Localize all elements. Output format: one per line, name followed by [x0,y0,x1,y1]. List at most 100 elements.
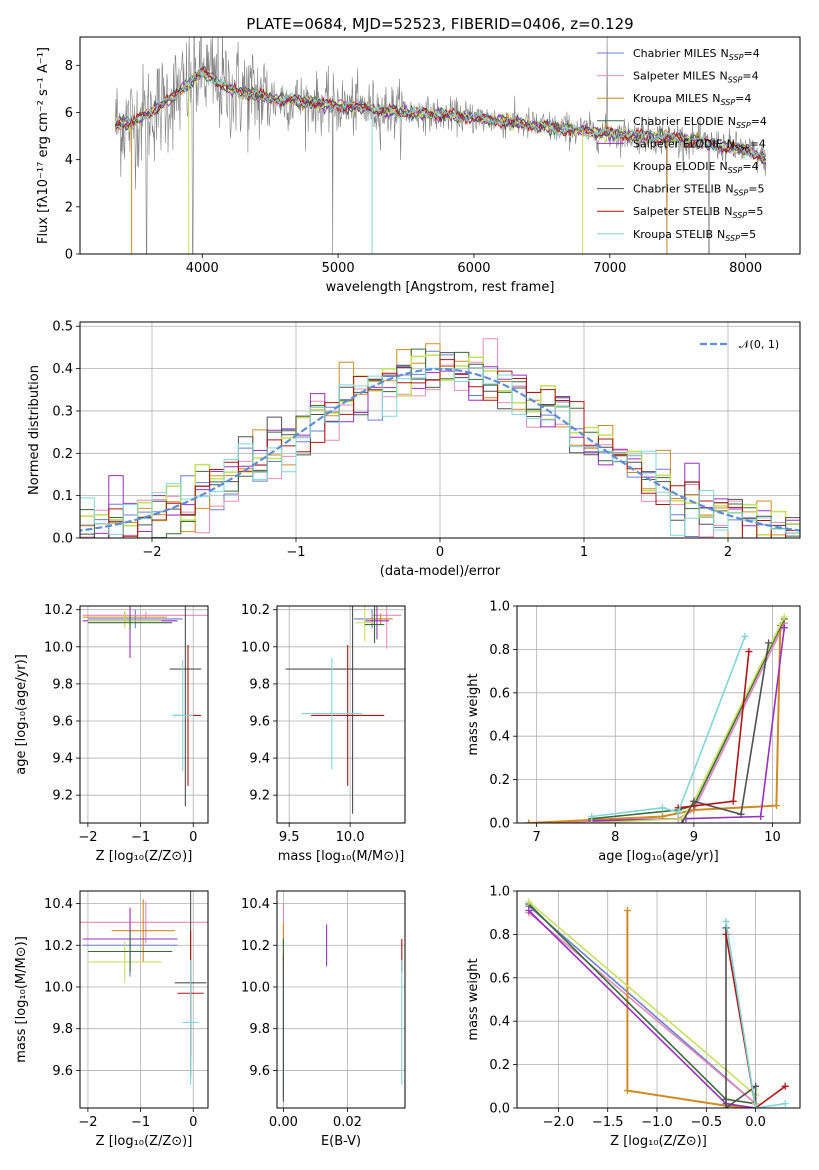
model-line-kroupa-stelib [115,66,767,159]
errorbar-kroupa-miles [111,899,175,962]
age-vs-metallicity-panel: −2 −1 0 9.2 9.4 9.6 9.8 10.0 10.2 Z [log₁₀(Z/Z⊙)]… [14,603,209,864]
legend-nssp: N [725,183,733,196]
axes-frame [276,605,406,824]
x-tick-label: 8 [611,830,619,845]
weight-marker [780,613,788,621]
y-tick-label: 10.0 [44,980,73,995]
weight-marker [623,907,631,915]
x-tick-label: −2 [78,830,97,845]
y-tick-label: 0.6 [489,686,510,701]
x-tick-label: 5000 [322,261,355,276]
legend-nssp: N [727,137,735,150]
axes-frame [516,605,801,824]
x-tick-label: 0 [436,545,444,560]
x-tick-label: 0.0 [745,1115,766,1130]
histogram-chabrier-elodie [80,348,800,538]
weight-line-kroupa-miles [528,625,782,823]
legend-entry-salpeter-elodie: Salpeter ELODIE NSSP=4 [633,137,766,152]
y-tick-label: 9.8 [249,1022,270,1037]
legend-name: Chabrier MILES [633,47,717,60]
errorbar-chabrier-elodie [87,930,173,973]
x-axis-label: Z [log₁₀(Z/Z⊙)] [96,1134,193,1149]
y-tick-label: 9.8 [52,677,73,692]
legend-nssp-value: =5 [747,205,763,218]
weight-marker [690,797,698,805]
errorbar-chabrier-elodie [87,615,173,631]
y-tick-label: 0.3 [52,404,73,419]
y-tick-label: 0.0 [489,817,510,832]
legend-nssp-sub: SSP [725,234,740,243]
legend-nssp-value: =4 [742,160,758,173]
y-tick-label: 4 [65,153,73,168]
y-tick-label: 0.4 [489,1015,510,1030]
y-tick-label: 1.0 [489,600,510,615]
y-tick-label: 9.4 [249,752,270,767]
axes-frame [516,890,801,1109]
legend-nssp: N [719,160,727,173]
x-tick-label: 7000 [593,261,626,276]
legend-nssp: N [719,70,727,83]
x-tick-label: 2 [724,545,732,560]
y-axis-label: mass weight [466,673,481,755]
axes-frame [79,605,209,824]
x-tick-label: −1 [131,1115,150,1130]
plot-area [80,338,800,538]
errorbar-kroupa-stelib [182,959,199,1086]
y-tick-label: 10.4 [241,897,270,912]
legend-nssp-value: =4 [751,115,767,128]
legend-name: Salpeter ELODIE [633,137,723,150]
legend-nssp: N [721,47,729,60]
residuals-histogram-panel: −2 −1 0 1 2 0.0 0.1 0.2 0.3 0.4 0.5 (data-model)/er… [27,320,801,579]
y-tick-label: 2 [65,200,73,215]
y-tick-label: 0.1 [52,489,73,504]
y-tick-label: 6 [65,106,73,121]
x-tick-label: −2 [78,1115,97,1130]
y-tick-label: 9.2 [249,789,270,804]
x-tick-label: −2.0 [543,1115,575,1130]
y-tick-label: 9.6 [249,714,270,729]
y-tick-label: 10.0 [241,980,270,995]
errorbar-chabrier-stelib [285,606,405,814]
weight-marker [781,1100,789,1108]
legend-name: Kroupa STELIB [633,228,713,241]
legend-nssp: N [717,228,725,241]
legend-entry-chabrier-miles: Chabrier MILES NSSP=4 [633,47,760,62]
mass-vs-metallicity-panel: −2 −1 0 9.6 9.8 10.0 10.2 10.4 Z [log₁₀(Z/Z⊙)] ma… [14,890,209,1149]
legend-entry-normal: 𝒩(0, 1) [739,338,779,351]
plot-area [525,898,789,1108]
x-tick-label: 4000 [186,261,219,276]
plot-area [285,606,405,814]
weight-line-chabrier-miles [528,623,786,823]
legend-nssp-sub: SSP [728,166,743,175]
histogram-salpeter-stelib [80,359,800,538]
weight-marker [781,1082,789,1090]
legend-nssp-sub: SSP [736,121,751,130]
weight-marker [722,917,730,925]
x-axis-label: Z [log₁₀(Z/Z⊙)] [96,849,193,864]
weight-marker [674,808,682,816]
weight-line-kroupa-elodie [591,616,786,823]
y-tick-label: 1.0 [489,885,510,900]
y-axis-label: mass weight [466,958,481,1040]
legend-name: Chabrier STELIB [633,183,721,196]
weight-marker [737,810,745,818]
y-axis-label: Flux [fλ10⁻¹⁷ erg cm⁻² s⁻¹ A⁻¹] [36,47,51,244]
x-axis-label: mass [log₁₀(M/M⊙)] [278,849,405,864]
legend-nssp-value: =4 [750,137,766,150]
x-tick-label: 0.02 [333,1115,362,1130]
legend-entry-salpeter-stelib: Salpeter STELIB NSSP=5 [633,205,763,220]
weight-line-salpeter-stelib [725,934,786,1108]
mass-weight-vs-metallicity-panel: −2.0 −1.5 −1.0 −0.5 0.0 0.0 0.2 0.4 0.6 0.8 1.0 Z [… [466,885,801,1149]
plot-area [525,613,788,823]
weight-marker [678,819,686,823]
legend-name: Salpeter STELIB [633,205,720,218]
errorbar-kroupa-stelib [172,659,194,772]
weight-marker [525,907,533,915]
y-tick-label: 0 [65,248,73,263]
y-tick-label: 9.2 [52,789,73,804]
x-tick-label: 0.00 [269,1115,298,1130]
weight-marker [588,812,596,820]
weight-line-salpeter-miles [528,623,786,823]
errorbar-salpeter-stelib [311,644,385,786]
